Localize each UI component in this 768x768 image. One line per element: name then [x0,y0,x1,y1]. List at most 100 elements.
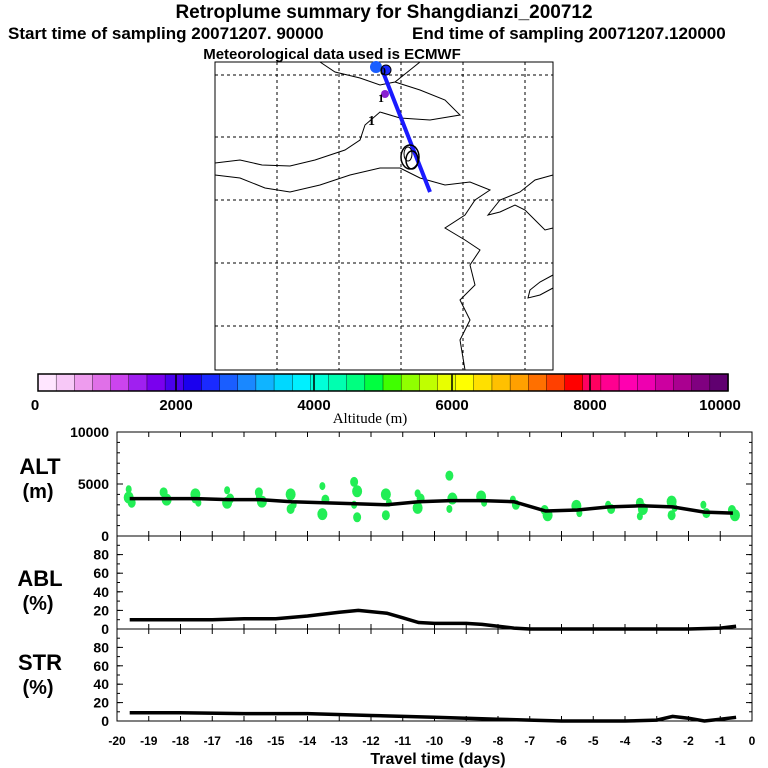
alt-panel-frame [116,431,753,537]
map-panel: 0 1 1 [214,61,554,371]
abl-ytick-label: 20 [93,602,109,618]
map-marker-1b: 1 [368,114,375,129]
colorbar-cell [673,373,693,392]
colorbar-cell [92,373,112,392]
str-ylabel-unit: (%) [22,677,53,699]
colorbar-cell [237,373,257,392]
colorbar-cell [491,373,511,392]
alt-scatter-dot [667,510,676,521]
plume-dot [381,90,389,98]
abl-ytick-label: 40 [93,584,109,600]
colorbar-cell [346,373,366,392]
colorbar-cell [564,373,584,392]
x-tick-label: -10 [426,734,444,748]
colorbar-cell [292,373,312,392]
x-tick-label: -11 [394,734,411,748]
x-tick-label: -2 [683,734,694,748]
x-tick-label: -4 [620,734,631,748]
x-tick-label: -15 [267,734,285,748]
colorbar-cell [582,373,602,392]
map-marker-0: 0 [380,64,386,78]
alt-scatter-dot [381,510,390,521]
colorbar-cell [74,373,94,392]
colorbar-cell [618,373,638,392]
x-tick-label: -1 [715,734,726,748]
str-line [129,710,737,723]
x-tick-label: 0 [749,734,756,748]
alt-scatter-dot [224,486,231,495]
colorbar-cell [37,373,57,392]
abl-ytick-label: 60 [93,565,109,581]
colorbar-tick-label: 0 [31,397,39,414]
str-ylabel-name: STR [18,650,62,675]
alt-scatter-dot [286,503,295,514]
colorbar-cell [709,373,729,392]
colorbar-cell [364,373,384,392]
alt-scatter-dot [319,482,326,491]
colorbar-cell [437,373,457,392]
colorbar-tick-label: 2000 [159,397,192,414]
str-ytick-label: 60 [93,658,109,674]
alt-mean-line [129,496,733,515]
colorbar-frame [37,373,729,392]
time-series-panels: ALT (m) ABL (%) STR (%) 10000 5000 0 80 60 4… [17,424,755,768]
x-tick-label: -14 [299,734,317,748]
chart-title: Retroplume summary for Shangdianzi_20071… [175,2,593,23]
x-tick-label: -19 [140,734,158,748]
met-data-label: Meteorological data used is ECMWF [203,46,461,63]
colorbar-cell [600,373,620,392]
x-tick-label: -17 [204,734,222,748]
str-ytick-label: 40 [93,676,109,692]
alt-ytick-label: 0 [101,528,109,544]
colorbar-cell [328,373,348,392]
x-tick-label: -13 [331,734,349,748]
alt-ytick-label: 10000 [70,424,109,440]
colorbar-tick-label: 6000 [435,397,468,414]
abl-panel-frame [116,535,753,630]
str-ytick-label: 20 [93,695,109,711]
colorbar-tick-label: 8000 [573,397,606,414]
colorbar-cell [509,373,529,392]
map-frame [214,61,554,371]
colorbar-cell [655,373,675,392]
start-time-label: Start time of sampling 20071207. 90000 [8,24,324,43]
abl-ytick-label: 80 [93,547,109,563]
abl-ylabel-name: ABL [17,566,62,591]
x-tick-label: -16 [235,734,253,748]
colorbar-cell [691,373,711,392]
x-tick-label: -12 [362,734,380,748]
colorbar-cell [110,373,130,392]
str-panel-frame [116,628,753,722]
colorbar-cell [128,373,148,392]
alt-scatter-dot [446,504,453,513]
alt-scatter-dot [353,512,362,523]
colorbar-cell [455,373,475,392]
alt-ylabel-name: ALT [19,454,61,479]
colorbar-cell [201,373,221,392]
str-ytick-label: 80 [93,639,109,655]
colorbar-cell [55,373,76,392]
x-tick-label: -7 [524,734,535,748]
abl-ylabel-unit: (%) [22,593,53,615]
colorbar-cell [146,373,166,392]
altitude-colorbar: 0 2000 4000 6000 8000 10000 Altitude (m) [31,373,741,427]
alt-scatter-dot [352,485,363,498]
alt-scatter-dot [125,485,132,494]
colorbar-cell [310,373,330,392]
x-tick-label: -8 [493,734,504,748]
alt-scatter-dot [350,476,359,487]
x-tick-label: -9 [461,734,472,748]
colorbar-cell [183,373,203,392]
x-tick-label: -3 [651,734,662,748]
alt-scatter-dot [445,470,454,481]
alt-scatter-dot [412,501,423,514]
x-tick-label: -18 [172,734,190,748]
colorbar-cell [473,373,493,392]
colorbar-cell [400,373,421,392]
map-marker-1a: 1 [378,91,384,105]
colorbar-cell [637,373,657,392]
alt-scatter-dot [447,492,458,505]
alt-ylabel-unit: (m) [22,481,53,503]
abl-ytick-label: 0 [101,621,109,637]
map-coastlines [214,61,554,371]
